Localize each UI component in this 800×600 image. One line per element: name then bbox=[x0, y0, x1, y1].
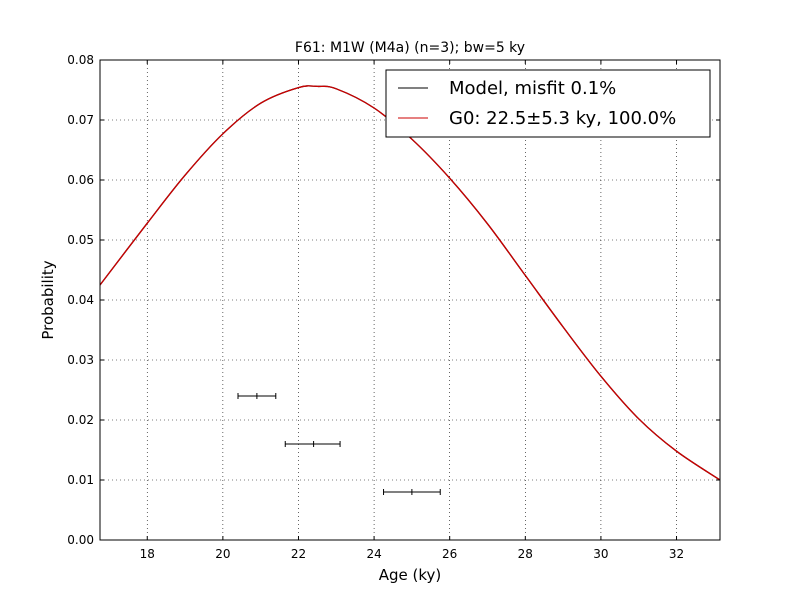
axis-ticks: 18 20 22 24 26 28 30 32 0.00 0.01 0.02 0.03 0.04 0.05… bbox=[67, 53, 720, 561]
chart-title: F61: M1W (M4a) (n=3); bw=5 ky bbox=[295, 40, 525, 56]
x-tick-label: 32 bbox=[669, 547, 684, 561]
y-tick-label: 0.00 bbox=[67, 533, 94, 547]
series-line-1 bbox=[99, 85, 721, 481]
y-axis-label: Probability bbox=[39, 260, 57, 339]
legend-entry-g0: G0: 22.5±5.3 ky, 100.0% bbox=[449, 108, 676, 129]
x-tick-label: 20 bbox=[215, 547, 230, 561]
x-tick-label: 24 bbox=[366, 547, 381, 561]
y-tick-label: 0.05 bbox=[67, 233, 94, 247]
grid bbox=[100, 59, 720, 541]
series-line-0 bbox=[99, 85, 721, 481]
sample-errorbar bbox=[383, 489, 441, 495]
y-tick-label: 0.06 bbox=[67, 173, 94, 187]
y-tick-label: 0.04 bbox=[67, 293, 94, 307]
y-tick-label: 0.03 bbox=[67, 353, 94, 367]
y-tick-label: 0.01 bbox=[67, 473, 94, 487]
sample-errorbar bbox=[237, 393, 277, 399]
legend-entry-model: Model, misfit 0.1% bbox=[449, 78, 616, 99]
x-tick-label: 18 bbox=[140, 547, 155, 561]
x-tick-label: 28 bbox=[518, 547, 533, 561]
x-axis-label: Age (ky) bbox=[379, 566, 442, 584]
sample-errorbar bbox=[284, 441, 341, 447]
sample-errorbars bbox=[237, 393, 441, 495]
y-tick-label: 0.02 bbox=[67, 413, 94, 427]
x-tick-label: 26 bbox=[442, 547, 457, 561]
x-tick-label: 22 bbox=[291, 547, 306, 561]
y-tick-label: 0.08 bbox=[67, 53, 94, 67]
legend: Model, misfit 0.1% G0: 22.5±5.3 ky, 100.… bbox=[385, 69, 711, 138]
series-layer bbox=[99, 85, 721, 481]
legend-box bbox=[385, 69, 711, 138]
x-tick-label: 30 bbox=[593, 547, 608, 561]
y-tick-label: 0.07 bbox=[67, 113, 94, 127]
